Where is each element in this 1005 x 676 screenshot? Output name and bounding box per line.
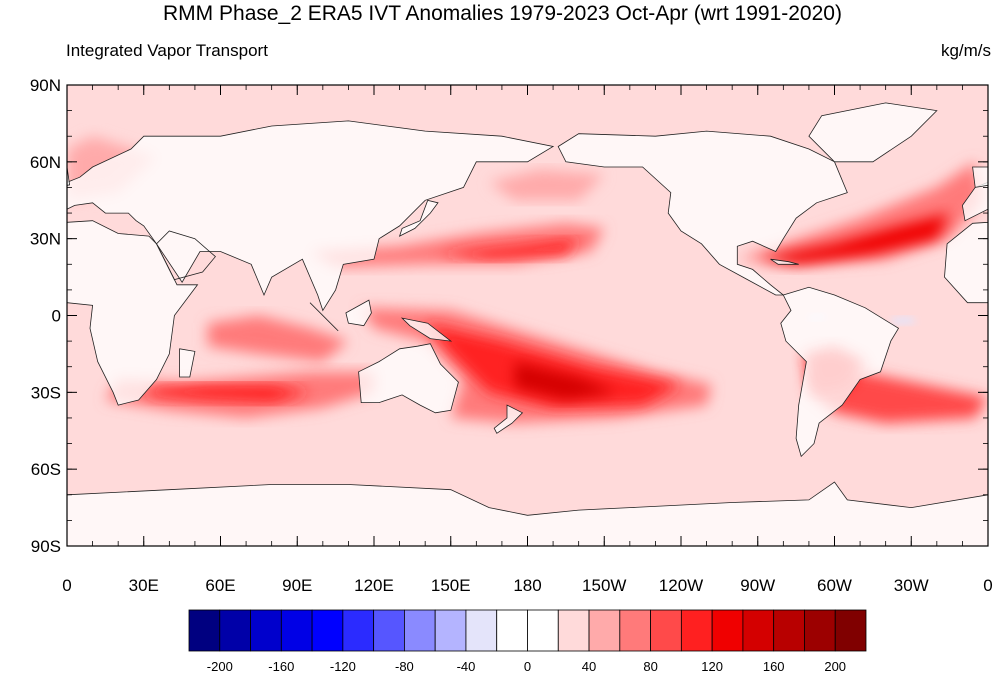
colorbar-label: 80 bbox=[643, 659, 657, 674]
lat-tick-label: 90N bbox=[30, 76, 61, 95]
new-guinea bbox=[400, 317, 453, 342]
colorbar-label: -120 bbox=[330, 659, 356, 674]
lon-tick-label: 120E bbox=[354, 576, 394, 595]
greenland bbox=[808, 102, 938, 163]
lat-tick-label: 30N bbox=[30, 230, 61, 249]
colorbar-swatch bbox=[250, 609, 282, 652]
sumatra bbox=[309, 302, 339, 332]
colorbar-swatch bbox=[311, 609, 344, 652]
australia bbox=[358, 343, 459, 414]
south-america bbox=[780, 286, 900, 458]
colorbar-swatch bbox=[527, 609, 559, 652]
colorbar-label: -80 bbox=[395, 659, 414, 674]
map-plot-area bbox=[67, 85, 988, 546]
colorbar-swatch bbox=[804, 609, 836, 652]
colorbar-swatch bbox=[280, 609, 313, 652]
lon-tick-label: 0 bbox=[983, 576, 992, 595]
lat-tick-label: 90S bbox=[31, 537, 61, 556]
uk bbox=[67, 166, 71, 186]
colorbar-swatch bbox=[465, 609, 498, 652]
colorbar-swatch bbox=[588, 609, 621, 652]
colorbar-swatch bbox=[557, 609, 590, 652]
lon-tick-label: 60W bbox=[817, 576, 852, 595]
lon-tick-label: 0 bbox=[62, 576, 71, 595]
lon-tick-label: 60E bbox=[205, 576, 235, 595]
lon-tick-label: 150W bbox=[582, 576, 626, 595]
colorbar-swatch bbox=[773, 609, 805, 652]
lat-tick-label: 60N bbox=[30, 153, 61, 172]
colorbar-swatch bbox=[342, 609, 375, 652]
lon-tick-label: 90E bbox=[282, 576, 312, 595]
colorbar-swatch bbox=[834, 609, 867, 652]
north-pacific-core bbox=[438, 238, 579, 260]
colorbar-label: 200 bbox=[824, 659, 846, 674]
lon-tick-label: 30E bbox=[129, 576, 159, 595]
uk-wrap bbox=[972, 166, 988, 188]
south-pacific-core bbox=[425, 323, 681, 408]
lat-tick-label: 60S bbox=[31, 460, 61, 479]
south-pacific-deep bbox=[514, 361, 617, 400]
aleutian bbox=[489, 169, 605, 201]
colorbar-label: 0 bbox=[524, 659, 531, 674]
cuba bbox=[770, 258, 799, 265]
colorbar-swatch bbox=[496, 609, 528, 652]
africa bbox=[67, 220, 199, 406]
lon-tick-label: 30W bbox=[894, 576, 929, 595]
antarctica bbox=[67, 481, 988, 546]
colorbar-label: 160 bbox=[763, 659, 785, 674]
coastlines bbox=[67, 102, 988, 546]
lon-tick-label: 180 bbox=[513, 576, 541, 595]
equatorial-indian-ocean bbox=[207, 315, 349, 362]
figure-title: RMM Phase_2 ERA5 IVT Anomalies 1979-2023… bbox=[163, 2, 842, 25]
colorbar-label: 40 bbox=[582, 659, 596, 674]
borneo bbox=[345, 299, 372, 327]
colorbar-label: -200 bbox=[207, 659, 233, 674]
colorbar-swatch bbox=[650, 609, 682, 652]
colorbar-label: -40 bbox=[457, 659, 476, 674]
colorbar-swatch bbox=[680, 609, 713, 652]
variable-label: Integrated Vapor Transport bbox=[66, 41, 268, 60]
north-america bbox=[557, 130, 848, 296]
lat-tick-label: 30S bbox=[31, 383, 61, 402]
lat-tick-label: 0 bbox=[52, 307, 61, 326]
colorbar-swatch bbox=[404, 609, 436, 652]
colorbar-swatch bbox=[434, 609, 467, 652]
eurasia bbox=[67, 120, 555, 312]
colorbar-label: 120 bbox=[701, 659, 723, 674]
tropical-atlantic-negative bbox=[890, 316, 917, 325]
arabia-divider bbox=[156, 230, 216, 281]
colorbar-label: -160 bbox=[268, 659, 294, 674]
africa-wrap bbox=[944, 221, 988, 304]
new-zealand bbox=[493, 404, 524, 434]
units-label: kg/m/s bbox=[940, 41, 991, 60]
colorbar-swatch bbox=[711, 609, 744, 652]
south-indian-ocean-core bbox=[143, 384, 310, 403]
colorbar-swatch bbox=[219, 609, 251, 652]
colorbar-swatch bbox=[742, 609, 775, 652]
eurasia-wrap bbox=[961, 181, 988, 222]
north-atlantic-core bbox=[757, 213, 950, 265]
lon-tick-label: 90W bbox=[740, 576, 775, 595]
colorbar-swatch bbox=[188, 609, 221, 652]
lon-tick-label: 120W bbox=[659, 576, 703, 595]
colorbar: -200 -160 -120 -80 -40 0 40 80 120 160 200 bbox=[188, 609, 867, 674]
colorbar-swatch bbox=[373, 609, 405, 652]
lon-tick-label: 150E bbox=[431, 576, 471, 595]
map-axes: 90N 60N 30N 0 30S 60S 90S 0 30E 60E 90E 120E 150E 180… bbox=[30, 76, 993, 595]
colorbar-swatch bbox=[619, 609, 651, 652]
madagascar bbox=[179, 348, 196, 378]
japan bbox=[398, 199, 439, 237]
